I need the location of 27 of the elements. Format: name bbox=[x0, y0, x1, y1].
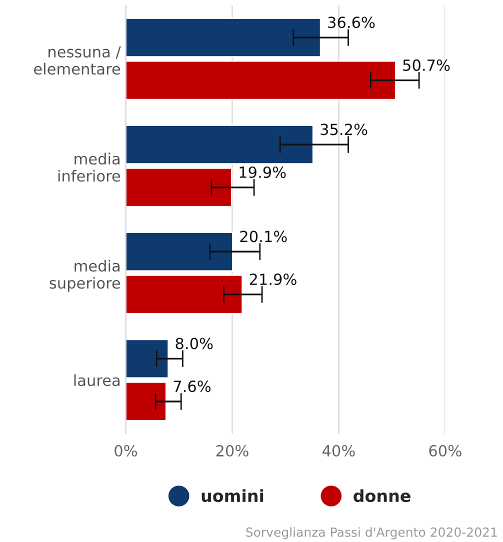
x-tick-label: 20% bbox=[216, 444, 248, 457]
x-tick-label: 60% bbox=[429, 444, 462, 457]
bar bbox=[126, 167, 232, 208]
bar bbox=[126, 124, 314, 165]
data-label: 7.6% bbox=[174, 380, 211, 392]
x-tick-label: 40% bbox=[322, 444, 355, 457]
bar bbox=[126, 274, 244, 314]
legend-label: uomini bbox=[202, 489, 264, 502]
data-label: 20.1% bbox=[240, 230, 287, 242]
data-label: 50.7% bbox=[403, 59, 450, 71]
y-tick-label: media inferiore bbox=[58, 152, 120, 182]
bar bbox=[126, 18, 322, 58]
bar bbox=[126, 382, 167, 422]
bar bbox=[126, 60, 396, 100]
data-label: 19.9% bbox=[240, 166, 286, 178]
bar bbox=[126, 232, 234, 272]
x-tick-label: 0% bbox=[114, 444, 138, 457]
y-tick-label: media superiore bbox=[50, 260, 120, 292]
y-tick-label: laurea bbox=[74, 374, 120, 386]
legend-label: donne bbox=[354, 489, 410, 502]
text: Sorveglianza Passi d'Argento 2020-2021 bbox=[246, 527, 497, 540]
bar bbox=[126, 338, 170, 379]
y-tick-label: nessuna / elementare bbox=[34, 46, 121, 75]
data-label: 36.6% bbox=[328, 16, 375, 28]
data-label: 35.2% bbox=[320, 124, 368, 136]
data-label: 21.9% bbox=[250, 274, 296, 286]
data-label: 8.0% bbox=[176, 338, 213, 350]
